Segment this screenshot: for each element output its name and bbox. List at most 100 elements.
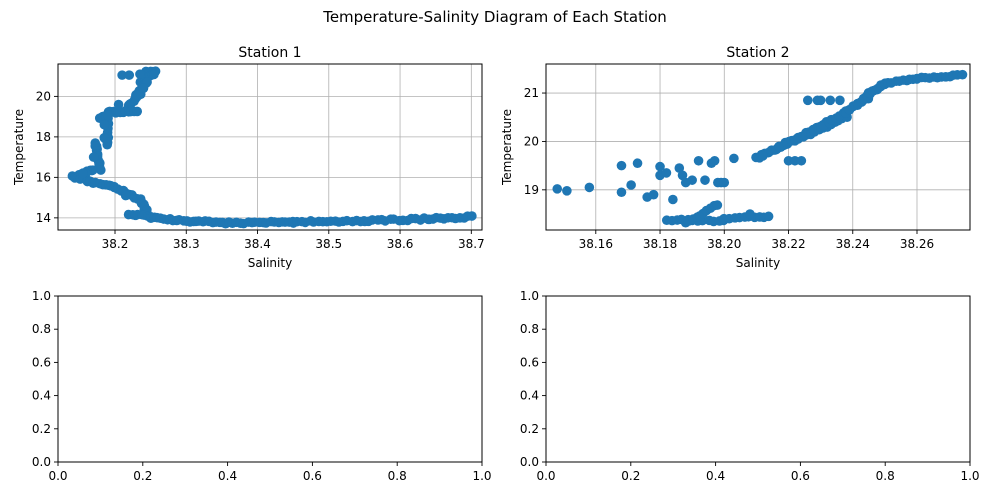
figure-title: Temperature-Salinity Diagram of Each Sta… — [322, 8, 667, 26]
y-tick-label: 0.8 — [32, 322, 51, 336]
y-tick-label: 0.4 — [32, 389, 51, 403]
scatter-point — [677, 170, 688, 181]
scatter-point — [719, 177, 730, 188]
subplot-1: 38.2 38.3 38.4 38.5 38.6 38.7 14 16 18 20 Station … — [12, 45, 485, 270]
axes-frame — [545, 63, 971, 231]
x-tick-label: 0.4 — [218, 469, 237, 483]
y-tick-label: 19 — [524, 183, 539, 197]
scatter-point — [99, 119, 110, 130]
x-tick-label: 38.26 — [900, 237, 934, 251]
scatter-point — [117, 70, 127, 80]
scatter-point — [815, 95, 826, 106]
subplots: 38.2 38.3 38.4 38.5 38.6 38.7 14 16 18 20 Station … — [12, 45, 980, 483]
axes-frame — [57, 63, 483, 231]
scatter-point — [687, 175, 697, 185]
scatter-point — [802, 95, 813, 106]
y-tick-label: 0.4 — [520, 389, 539, 403]
scatter-point — [132, 106, 143, 117]
y-tick-label: 14 — [36, 211, 51, 225]
x-tick-label: 38.3 — [173, 237, 200, 251]
x-tick-label: 0.2 — [621, 469, 640, 483]
x-tick-label: 38.16 — [579, 237, 613, 251]
x-tick-label: 38.7 — [458, 237, 485, 251]
scatter-point — [668, 194, 678, 205]
scatter-points — [552, 69, 968, 228]
scatter-point — [693, 155, 704, 166]
y-tick-label: 20 — [524, 134, 539, 148]
y-tick-label: 20 — [36, 89, 51, 103]
x-tick-label: 0.8 — [876, 469, 895, 483]
y-axis-label: Temperature — [12, 109, 26, 186]
y-tick-label: 21 — [524, 86, 539, 100]
scatter-point — [102, 139, 113, 150]
scatter-points — [67, 66, 477, 229]
scatter-point — [562, 185, 572, 196]
y-tick-label: 0.8 — [520, 322, 539, 336]
x-tick-label: 38.22 — [771, 237, 805, 251]
scatter-point — [552, 184, 563, 194]
x-tick-label: 38.18 — [643, 237, 677, 251]
scatter-point — [120, 190, 131, 201]
x-tick-label: 0.0 — [48, 469, 67, 483]
scatter-point — [616, 187, 627, 198]
x-tick-label: 0.4 — [706, 469, 725, 483]
scatter-point — [758, 151, 768, 161]
subplot-3: 0.0 0.2 0.4 0.6 0.8 1.0 0.0 0.2 0.4 0.6 0.8 1.0 — [32, 289, 492, 483]
scatter-point — [632, 158, 643, 169]
subplot-title: Station 2 — [726, 45, 789, 61]
scatter-point — [124, 70, 135, 80]
x-tick-label: 0.2 — [133, 469, 152, 483]
x-axis-label: Salinity — [736, 256, 780, 270]
subplot-4: 0.0 0.2 0.4 0.6 0.8 1.0 0.0 0.2 0.4 0.6 0.8 1.0 — [520, 289, 980, 483]
scatter-point — [745, 209, 755, 219]
x-tick-label: 0.6 — [791, 469, 810, 483]
x-tick-label: 38.24 — [836, 237, 870, 251]
scatter-point — [763, 211, 774, 222]
axes-frame — [545, 295, 971, 463]
scatter-point — [655, 161, 665, 172]
scatter-point — [102, 110, 113, 121]
scatter-point — [88, 152, 99, 162]
x-tick-label: 0.6 — [303, 469, 322, 483]
scatter-point — [616, 160, 627, 171]
y-tick-label: 0.2 — [32, 422, 51, 436]
scatter-point — [712, 200, 723, 210]
x-tick-label: 0.0 — [536, 469, 555, 483]
scatter-point — [835, 95, 845, 106]
subplot-2: 38.16 38.18 38.20 38.22 38.24 38.26 19 20 21 Stat… — [500, 45, 971, 270]
x-tick-label: 0.8 — [388, 469, 407, 483]
scatter-point — [138, 83, 149, 94]
scatter-point — [661, 168, 672, 178]
scatter-point — [729, 153, 739, 164]
x-axis-label: Salinity — [248, 256, 292, 270]
x-tick-label: 38.2 — [102, 237, 129, 251]
scatter-point — [78, 168, 88, 179]
y-tick-label: 1.0 — [520, 289, 539, 303]
y-tick-label: 0.0 — [520, 455, 539, 469]
y-tick-label: 1.0 — [32, 289, 51, 303]
x-tick-label: 1.0 — [960, 469, 979, 483]
subplot-title: Station 1 — [238, 45, 301, 61]
y-tick-label: 0.6 — [520, 355, 539, 369]
scatter-point — [825, 95, 836, 106]
y-tick-label: 16 — [36, 170, 51, 184]
scatter-point — [96, 165, 106, 175]
x-tick-label: 38.6 — [387, 237, 414, 251]
scatter-point — [700, 175, 710, 185]
scatter-point — [626, 180, 636, 190]
y-tick-label: 0.0 — [32, 455, 51, 469]
x-tick-label: 38.4 — [244, 237, 271, 251]
y-tick-label: 18 — [36, 130, 51, 144]
scatter-point — [674, 163, 685, 173]
scatter-point — [709, 155, 720, 166]
y-tick-label: 0.2 — [520, 422, 539, 436]
scatter-point — [467, 211, 477, 221]
axes-frame — [57, 295, 483, 463]
scatter-point — [113, 99, 124, 110]
scatter-point — [957, 69, 968, 80]
y-axis-label: Temperature — [500, 109, 514, 186]
scatter-point — [796, 155, 807, 166]
x-tick-label: 38.20 — [707, 237, 741, 251]
scatter-point — [149, 69, 159, 80]
